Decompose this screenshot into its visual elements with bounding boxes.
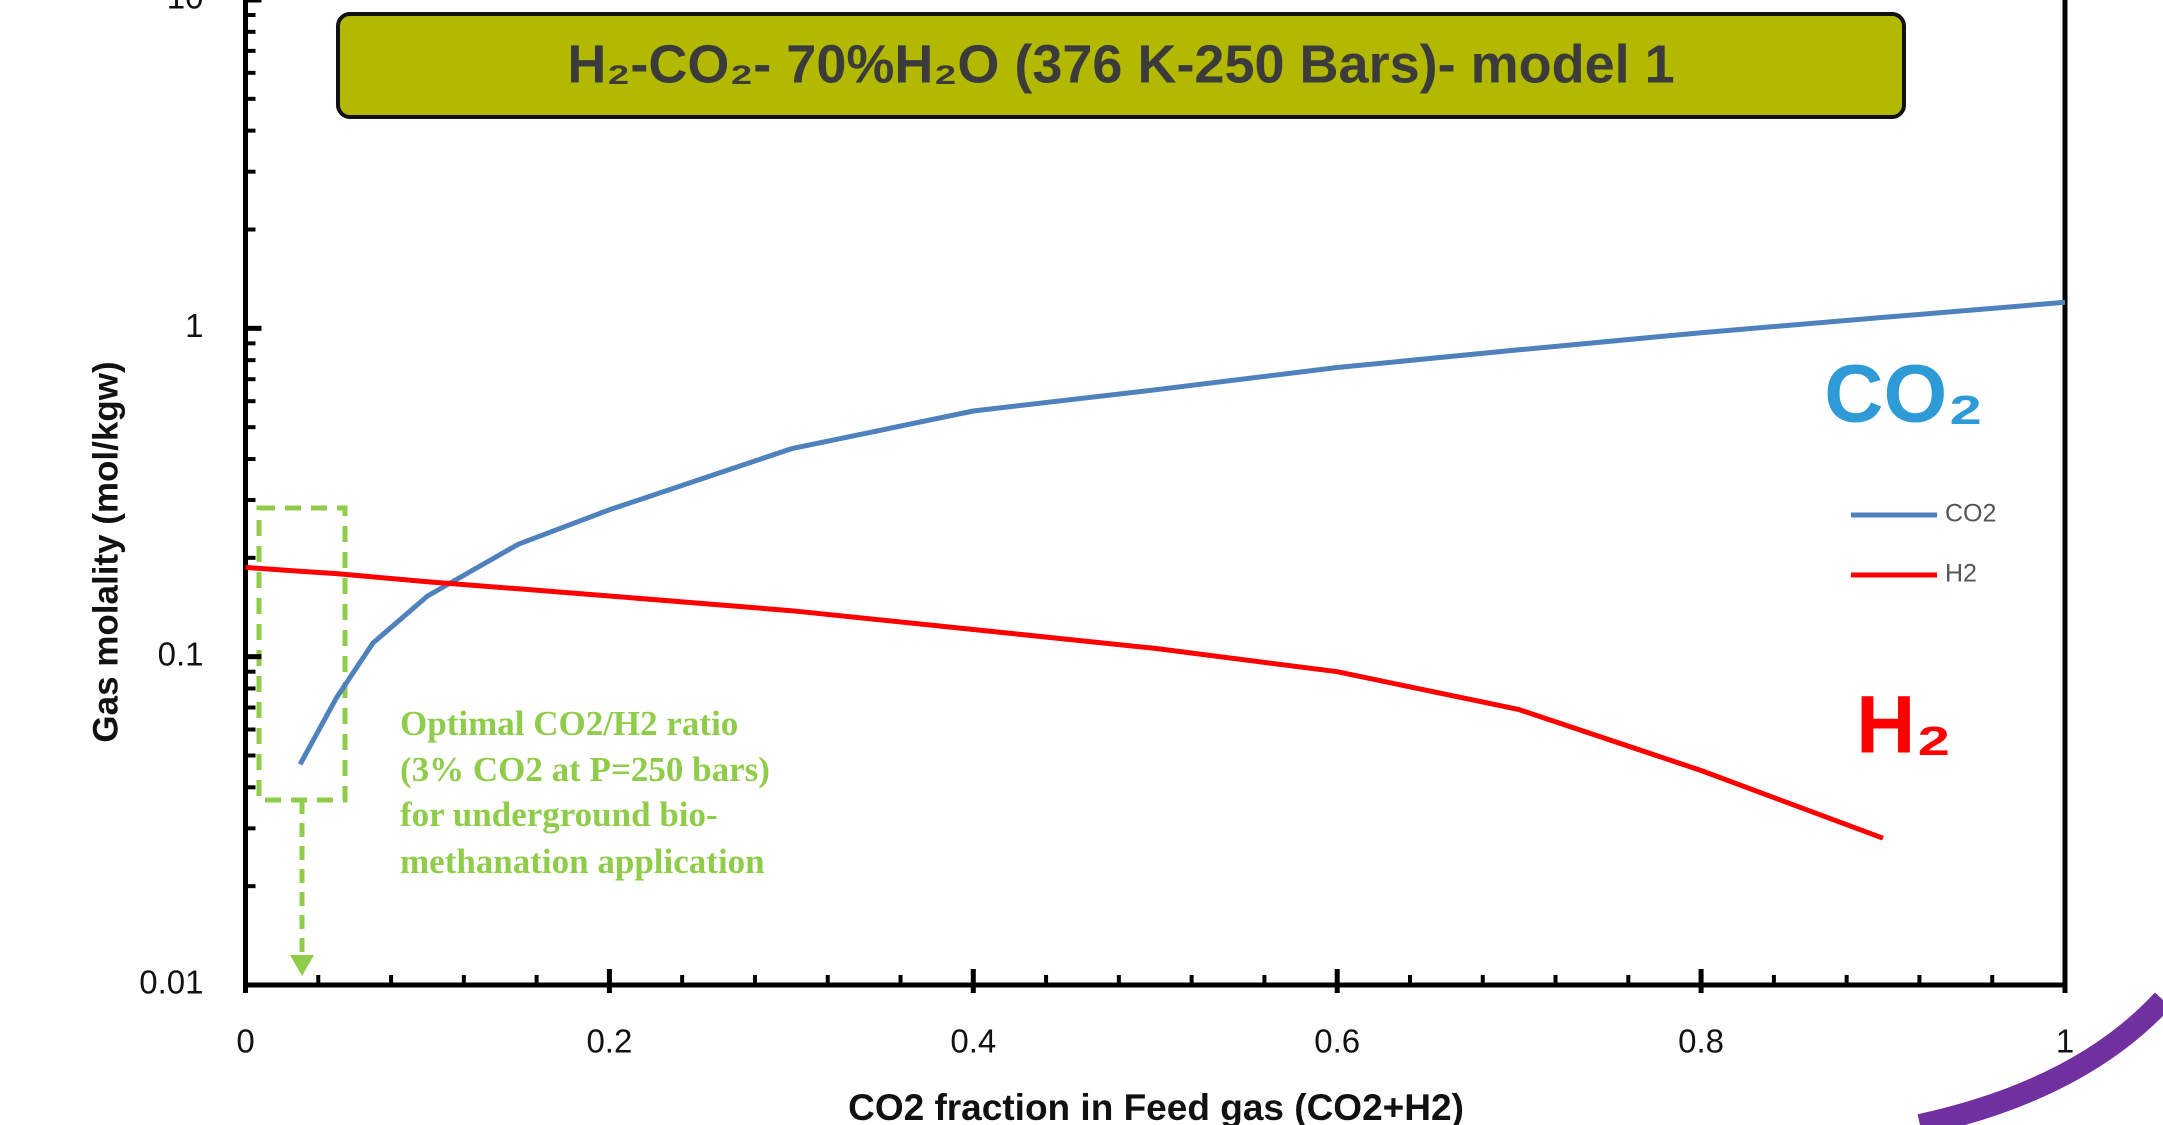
title-box (336, 12, 1906, 119)
legend-label: CO2 (1945, 500, 1996, 528)
annotation: (3% CO2 at P=250 bars) (400, 750, 770, 789)
x-axis-label: CO2 fraction in Feed gas (CO2+H2) (848, 1087, 1464, 1125)
y-axis-label: Gas molality (mol/kgw) (86, 361, 125, 742)
series-annotation: CO₂ (1824, 349, 1983, 440)
x-tick-label: 1 (2056, 1023, 2074, 1060)
annotation: methanation application (400, 842, 765, 881)
annotation: Optimal CO2/H2 ratio (400, 704, 738, 743)
y-tick-label: 10 (167, 0, 204, 16)
x-tick-label: 0 (236, 1023, 254, 1060)
x-tick-label: 0.8 (1678, 1023, 1724, 1060)
decor-arc (1917, 992, 2163, 1125)
arrow-head (290, 955, 314, 976)
x-tick-label: 0.2 (586, 1023, 632, 1060)
legend-label: H2 (1945, 560, 1977, 588)
x-tick-label: 0.6 (1314, 1023, 1360, 1060)
y-tick-label: 1 (185, 307, 203, 344)
y-tick-label: 0.01 (139, 964, 203, 1001)
series-line (297, 299, 2066, 766)
series-line (245, 564, 1884, 841)
annotation: for underground bio- (400, 795, 718, 834)
y-tick-label: 0.1 (158, 635, 204, 672)
chart-title: H₂-CO₂- 70%H₂O (376 K-250 Bars)- model 1 (567, 34, 1674, 94)
series-annotation: H₂ (1856, 680, 1952, 771)
x-tick-label: 0.4 (950, 1023, 996, 1060)
